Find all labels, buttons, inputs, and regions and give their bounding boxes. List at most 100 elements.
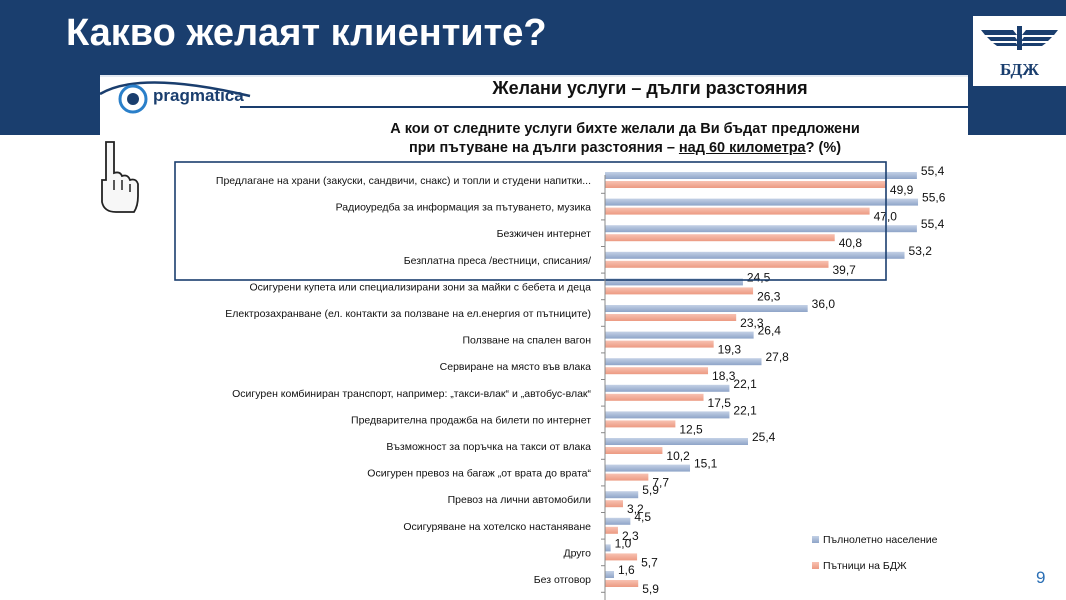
chart-title: Желани услуги – дълги разстояния	[492, 78, 808, 98]
bar-bdz-passengers	[605, 580, 639, 587]
value-label: 49,9	[890, 183, 914, 197]
category-label: Осигурен превоз на багаж „от врата до вр…	[367, 468, 591, 480]
bar-population	[605, 225, 917, 233]
bar-population	[605, 464, 691, 472]
highlight-frame	[174, 161, 887, 281]
value-label: 15,1	[694, 457, 718, 471]
pragmatica-logo-icon	[118, 84, 148, 114]
category-label: Предварителна продажба на билети по инте…	[351, 414, 591, 426]
bar-population	[605, 278, 743, 286]
value-label: 26,4	[758, 324, 782, 338]
bar-bdz-passengers	[605, 234, 835, 242]
value-label: 5,7	[641, 555, 658, 569]
category-label: Възможност за поръчка на такси от влака	[386, 441, 591, 453]
value-label: 18,3	[712, 369, 736, 383]
bar-population	[605, 172, 917, 179]
bar-bdz-passengers	[605, 181, 886, 188]
value-label: 36,0	[812, 297, 836, 311]
question-line-2-underlined: над 60 километра	[678, 140, 806, 156]
brand-name: pragmatica	[153, 86, 244, 105]
survey-question: А кои от следните услуги бихте желали да…	[330, 120, 920, 158]
bar-population	[605, 305, 808, 312]
bar-population	[605, 251, 905, 259]
value-label: 1,6	[618, 563, 635, 577]
bar-bdz-passengers	[605, 314, 737, 321]
bar-population	[605, 517, 631, 525]
value-label: 1,0	[615, 536, 632, 550]
value-label: 55,4	[921, 164, 945, 178]
bdz-logo: БДЖ	[973, 16, 1066, 86]
value-label: 22,1	[733, 403, 757, 417]
value-label: 23,3	[740, 316, 764, 330]
legend-swatch-1	[812, 536, 819, 543]
value-label: 19,3	[718, 343, 742, 357]
bar-population	[605, 358, 762, 366]
category-label: Радиоуредба за информация за пътуването,…	[336, 202, 592, 214]
bar-population	[605, 384, 730, 392]
value-label: 3,2	[627, 502, 644, 516]
category-label: Безплатна преса /вестници, списания/	[404, 255, 591, 267]
category-label: Превоз на лични автомобили	[448, 494, 592, 506]
value-label: 55,6	[922, 191, 946, 205]
category-label: Друго	[563, 547, 591, 559]
panel-header-decoration	[100, 75, 968, 108]
category-label: Ползване на спален вагон	[462, 335, 591, 347]
question-line-2-post: ? (%)	[805, 140, 842, 156]
bar-population	[605, 411, 730, 419]
category-label: Сервиране на място във влака	[440, 361, 592, 373]
bar-bdz-passengers	[605, 340, 714, 348]
bar-bdz-passengers	[605, 287, 754, 295]
slide-title: Какво желаят клиентите?	[66, 12, 547, 54]
category-label: Осигуряване на хотелско настаняване	[403, 521, 591, 533]
value-label: 5,9	[642, 483, 659, 497]
question-line-1: А кои от следните услуги бихте желали да…	[390, 121, 860, 137]
value-label: 40,8	[839, 236, 863, 250]
value-label: 26,3	[757, 289, 781, 303]
bar-population	[605, 544, 611, 552]
bar-bdz-passengers	[605, 447, 663, 454]
bar-bdz-passengers	[605, 393, 704, 401]
pointer-hand-icon	[101, 141, 139, 213]
question-line-2: при пътуване на дълги разстояния – над 6…	[330, 139, 920, 158]
category-label: Предлагане на храни (закуски, сандвичи, …	[216, 175, 591, 187]
bar-bdz-passengers	[605, 473, 649, 481]
category-label: Електрозахранване (ел. контакти за ползв…	[225, 308, 591, 320]
page-number: 9	[1036, 568, 1046, 587]
value-label: 7,7	[652, 476, 669, 490]
bar-population	[605, 571, 615, 578]
value-label: 39,7	[833, 263, 857, 277]
value-label: 55,4	[921, 217, 945, 231]
question-line-2-pre: при пътуване на дълги разстояния –	[408, 140, 679, 156]
value-label: 25,4	[752, 430, 776, 444]
bar-population	[605, 438, 749, 445]
bar-chart: Предлагане на храни (закуски, сандвичи, …	[174, 161, 946, 600]
value-label: 24,5	[747, 270, 771, 284]
value-label: 12,5	[679, 422, 703, 436]
bar-population	[605, 331, 754, 339]
bdz-wings-icon	[981, 26, 1058, 50]
value-label: 4,5	[634, 510, 651, 524]
bar-bdz-passengers	[605, 500, 624, 508]
category-label: Без отговор	[534, 574, 591, 586]
value-label: 2,3	[622, 529, 639, 543]
category-label: Осигурени купета или специализирани зони…	[249, 281, 591, 293]
bar-population	[605, 491, 639, 499]
legend-swatch-2	[812, 562, 819, 569]
logo-text: БДЖ	[999, 60, 1040, 79]
value-label: 17,5	[708, 396, 732, 410]
value-label: 27,8	[766, 350, 790, 364]
value-label: 53,2	[909, 244, 933, 258]
bar-bdz-passengers	[605, 420, 676, 428]
bar-bdz-passengers	[605, 367, 709, 375]
legend-label-2: Пътници на БДЖ	[823, 560, 907, 572]
legend: Пълнолетно население Пътници на БДЖ	[812, 534, 938, 572]
bar-bdz-passengers	[605, 526, 618, 534]
bar-bdz-passengers	[605, 553, 638, 561]
category-label: Осигурен комбиниран транспорт, например:…	[232, 388, 591, 400]
bar-bdz-passengers	[605, 207, 870, 215]
category-label: Безжичен интернет	[497, 228, 592, 240]
value-label: 5,9	[642, 582, 659, 596]
bar-bdz-passengers	[605, 260, 829, 268]
value-label: 10,2	[666, 449, 690, 463]
legend-label-1: Пълнолетно население	[823, 534, 938, 546]
